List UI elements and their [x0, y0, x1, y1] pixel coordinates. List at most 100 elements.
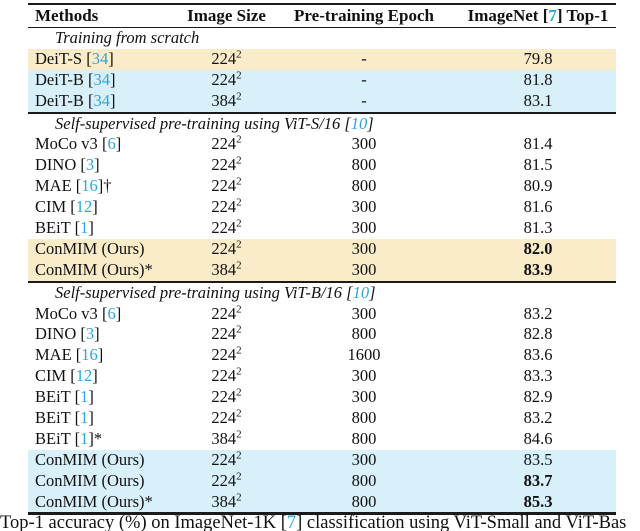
- image-size-cell: 3842: [185, 260, 268, 281]
- table-row: ConMIM (Ours)* 3842 800 85.3: [28, 491, 616, 513]
- method-name: MoCo v3: [35, 303, 98, 323]
- citation-link[interactable]: 6: [107, 303, 116, 323]
- top1-cell: 81.5: [523, 155, 553, 175]
- table-row: DINO [3] 2242 800 81.5: [28, 155, 616, 176]
- image-size-value: 224: [211, 134, 237, 154]
- top1-cell: 81.4: [523, 134, 553, 154]
- image-size-cell: 2242: [185, 239, 268, 260]
- method-name: DeiT-S: [35, 48, 83, 68]
- citation-link[interactable]: 1: [80, 218, 89, 238]
- method-name: DeiT-B: [35, 69, 84, 89]
- image-size-value: 224: [211, 218, 237, 238]
- table-row: MoCo v3 [6] 2242 300 83.2: [28, 304, 616, 325]
- method-bracket: ]: [92, 366, 98, 386]
- citation-link[interactable]: 10: [352, 282, 370, 302]
- method-cell: BEiT [1]*: [28, 429, 185, 450]
- table-row: MAE [16]† 2242 800 80.9: [28, 176, 616, 197]
- epoch-cell: 300: [351, 134, 377, 154]
- epoch-cell: -: [361, 69, 367, 89]
- citation-link[interactable]: 12: [75, 197, 93, 217]
- epoch-cell: 800: [351, 408, 377, 428]
- citation-link[interactable]: 1: [80, 428, 89, 448]
- citation-link[interactable]: 7: [286, 513, 297, 531]
- epoch-cell: 300: [351, 366, 377, 386]
- method-cell: DINO [3]: [28, 155, 185, 176]
- method-cell: MoCo v3 [6]: [28, 134, 185, 155]
- citation-link[interactable]: 1: [80, 408, 89, 428]
- image-size-cell: 2242: [185, 387, 268, 408]
- citation-link[interactable]: 6: [107, 134, 116, 154]
- section-label: Training from scratch: [28, 28, 616, 49]
- epoch-cell: 300: [351, 238, 377, 258]
- citation-link[interactable]: 7: [548, 5, 557, 25]
- image-size-exponent: 2: [236, 175, 242, 188]
- table-row: CIM [12] 2242 300 81.6: [28, 197, 616, 218]
- image-size-value: 224: [211, 387, 237, 407]
- table-row: ConMIM (Ours) 2242 800 83.7: [28, 470, 616, 492]
- epoch-cell: 800: [351, 428, 377, 448]
- method-bracket: [: [70, 387, 81, 407]
- section-label-text: Training from scratch: [55, 28, 200, 47]
- table-row: DeiT-B [34] 2242-81.8: [28, 69, 616, 91]
- image-size-cell: 2242: [185, 450, 268, 471]
- citation-link[interactable]: 34: [93, 69, 111, 89]
- image-size-exponent: 2: [236, 428, 242, 441]
- section-label-text: Self-supervised pre-training using ViT-S…: [55, 113, 341, 133]
- image-size-cell: 2242: [185, 366, 268, 387]
- image-size-exponent: 2: [236, 407, 242, 420]
- image-size-cell: 2242: [185, 155, 268, 176]
- method-name: DINO: [35, 155, 77, 175]
- image-size-cell: 3842: [185, 91, 268, 112]
- epoch-cell: 800: [351, 324, 377, 344]
- epoch-cell: 300: [351, 387, 377, 407]
- citation-link[interactable]: 10: [350, 113, 368, 133]
- table-row: BEiT [1] 2242 300 81.3: [28, 218, 616, 239]
- method-bracket: ]: [110, 69, 116, 89]
- method-cell: ConMIM (Ours): [28, 450, 185, 471]
- method-name: BEiT: [35, 387, 71, 407]
- table-row: ConMIM (Ours) 2242 300 83.5: [28, 449, 616, 471]
- citation-link[interactable]: 3: [85, 324, 95, 344]
- method-name: ConMIM (Ours): [35, 491, 145, 511]
- section-label: Self-supervised pre-training using ViT-B…: [28, 283, 616, 304]
- method-cell: DINO [3]: [28, 324, 185, 345]
- image-size-value: 224: [211, 69, 237, 89]
- method-bracket: [: [66, 366, 76, 386]
- citation-link[interactable]: 34: [93, 90, 111, 110]
- image-size-exponent: 2: [236, 470, 242, 483]
- image-size-cell: 2242: [185, 197, 268, 218]
- method-cell: BEiT [1]: [28, 218, 185, 239]
- header-top1-prefix: ImageNet [: [467, 5, 549, 25]
- method-cell: DeiT-S [34]: [28, 49, 185, 70]
- table-row: ConMIM (Ours)* 3842 300 83.9: [28, 259, 616, 281]
- top1-cell: 81.6: [523, 197, 553, 217]
- top1-cell: 82.9: [523, 387, 553, 407]
- top1-cell: 81.3: [523, 218, 553, 238]
- citation-link[interactable]: 16: [81, 345, 98, 365]
- citation-link[interactable]: 34: [91, 48, 109, 68]
- citation-link[interactable]: 12: [75, 366, 93, 386]
- header-top1-suffix: ] Top-1: [556, 5, 609, 25]
- method-name: BEiT: [35, 428, 71, 448]
- image-size-cell: 2242: [185, 408, 268, 429]
- method-cell: MoCo v3 [6]: [28, 304, 185, 325]
- table-row: BEiT [1] 2242 300 82.9: [28, 387, 616, 408]
- method-cell: DeiT-B [34]: [28, 70, 185, 91]
- citation-link[interactable]: 3: [85, 155, 95, 175]
- citation-link[interactable]: 1: [80, 387, 89, 407]
- image-size-value: 224: [211, 324, 237, 344]
- image-size-value: 224: [211, 449, 237, 469]
- citation-link[interactable]: 16: [81, 176, 98, 196]
- epoch-cell: 800: [351, 176, 377, 196]
- method-suffix: *: [144, 491, 153, 511]
- method-name: DeiT-B: [35, 90, 84, 110]
- method-name: CIM: [35, 197, 67, 217]
- image-size-exponent: 2: [236, 133, 242, 146]
- section-label-bracket: [: [342, 282, 353, 302]
- image-size-cell: 2242: [185, 218, 268, 239]
- top1-cell: 81.8: [523, 69, 553, 89]
- section-label-bracket: [: [340, 113, 351, 133]
- method-bracket: ]: [88, 218, 94, 238]
- method-bracket: ]: [94, 324, 100, 344]
- image-size-cell: 2242: [185, 49, 268, 70]
